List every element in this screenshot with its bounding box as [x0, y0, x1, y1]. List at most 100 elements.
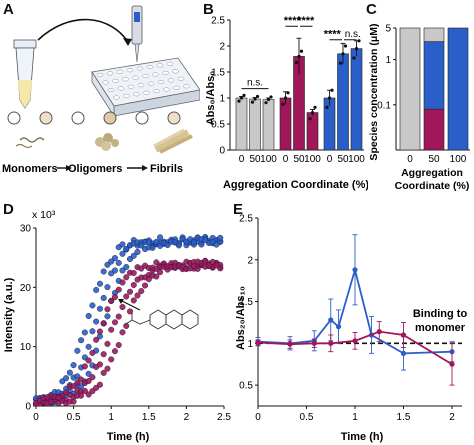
b-y-tick-label: 2.5: [211, 16, 225, 27]
e-y-tick-label: 1: [247, 339, 253, 350]
d-data-point: [108, 258, 115, 265]
d-data-point: [134, 248, 141, 256]
b-x-tick-label: 100: [260, 154, 277, 165]
d-data-point: [89, 328, 96, 335]
b-x-axis-label: Aggregation Coordinate (%): [223, 179, 368, 191]
d-data-point: [217, 265, 224, 272]
b-data-point: [242, 93, 246, 97]
e-annotation-line2: monomer: [415, 322, 466, 334]
d-data-point: [100, 369, 107, 376]
d-data-point: [111, 319, 119, 326]
b-annotation-sig: ****: [297, 15, 315, 27]
b-y-tick-label: 1: [219, 94, 225, 105]
c-x-axis-label: Aggregation: [401, 167, 463, 179]
d-x-axis-label: Time (h): [107, 431, 150, 443]
b-data-point: [239, 96, 244, 100]
b-data-point: [352, 56, 356, 60]
e-data-point: [376, 329, 382, 335]
e-data-point: [352, 338, 358, 344]
b-x-tick-label: 100: [304, 154, 321, 165]
d-data-point: [175, 242, 182, 249]
d-data-point: [85, 312, 92, 320]
stage-label-oligomers: Oligomers: [68, 163, 122, 175]
d-data-point: [119, 303, 126, 311]
b-x-tick-label: 0: [239, 154, 245, 165]
d-data-point: [119, 250, 126, 257]
d-data-point: [111, 267, 119, 274]
d-data-point: [153, 273, 160, 280]
e-data-point: [352, 267, 358, 273]
d-y-tick-label: 30: [20, 224, 32, 235]
b-data-point: [330, 88, 334, 92]
b-data-point: [354, 47, 359, 51]
d-data-point: [138, 242, 145, 249]
b-y-tick-label: 1.5: [211, 68, 225, 79]
d-y-tick-label: 10: [20, 342, 32, 353]
d-data-point: [123, 263, 130, 271]
d-data-point: [96, 280, 103, 287]
d-data-point: [100, 268, 107, 275]
d-data-point: [104, 365, 111, 372]
d-data-point: [78, 337, 85, 344]
d-data-point: [198, 241, 205, 248]
d-data-point: [63, 375, 70, 382]
stage-circles: [7, 111, 181, 125]
e-x-axis-label: Time (h): [341, 431, 384, 443]
d-data-point: [93, 286, 100, 294]
b-bar: [235, 97, 248, 151]
d-data-point: [141, 282, 149, 289]
d-data-point: [104, 306, 111, 313]
e-data-point: [328, 340, 334, 346]
d-data-point: [123, 274, 130, 281]
d-data-point: [145, 276, 152, 283]
d-data-point: [96, 381, 103, 388]
d-data-point: [108, 356, 115, 363]
d-data-point: [70, 398, 77, 405]
fibril-illustration: [153, 128, 193, 154]
d-data-point: [126, 288, 134, 295]
d-data-point: [44, 394, 51, 401]
d-data-point: [123, 293, 130, 300]
e-y-tick-label: 2: [247, 255, 253, 266]
b-y-tick-label: 0.5: [211, 120, 225, 131]
b-data-point: [357, 39, 361, 43]
pipette-icon: [131, 5, 143, 63]
b-bar: [350, 48, 363, 151]
b-data-point: [286, 91, 290, 95]
d-data-point: [115, 313, 122, 320]
b-data-point: [341, 52, 345, 56]
c-bar-segment: [423, 41, 445, 110]
d-data-point: [78, 392, 85, 399]
d-data-point: [213, 241, 220, 248]
d-data-point: [81, 329, 88, 336]
b-data-point: [308, 117, 312, 121]
oligomer-illustration: [95, 133, 119, 151]
c-x-axis-label-line2: Coordinate (%): [395, 180, 470, 192]
b-data-point: [297, 54, 301, 59]
d-data-point: [78, 376, 85, 383]
b-data-point: [327, 96, 332, 100]
transfer-arrow: [37, 18, 129, 43]
d-data-point: [100, 351, 107, 358]
b-data-point: [310, 110, 315, 115]
d-data-point: [149, 244, 156, 251]
d-x-tick-label: 1.5: [142, 412, 156, 423]
b-data-point: [253, 97, 257, 101]
d-data-point: [190, 239, 197, 246]
c-y-tick-label: 0.1: [377, 100, 391, 111]
b-data-point: [255, 94, 260, 99]
c-x-tick-label: 50: [428, 154, 440, 165]
panel-a-schematic: Monomers Oligomers Fibrils: [2, 5, 200, 175]
e-data-point: [400, 332, 407, 338]
d-data-point: [85, 357, 92, 364]
panel-label-c: C: [366, 1, 377, 18]
d-data-point: [126, 308, 134, 315]
b-data-point: [250, 100, 255, 104]
d-data-point: [111, 255, 119, 262]
stage-label-monomers: Monomers: [2, 163, 58, 175]
c-x-tick-label: 0: [407, 154, 413, 165]
b-bar: [279, 97, 292, 151]
d-data-point: [111, 294, 119, 301]
d-data-point: [93, 318, 100, 325]
d-data-point: [134, 292, 141, 299]
